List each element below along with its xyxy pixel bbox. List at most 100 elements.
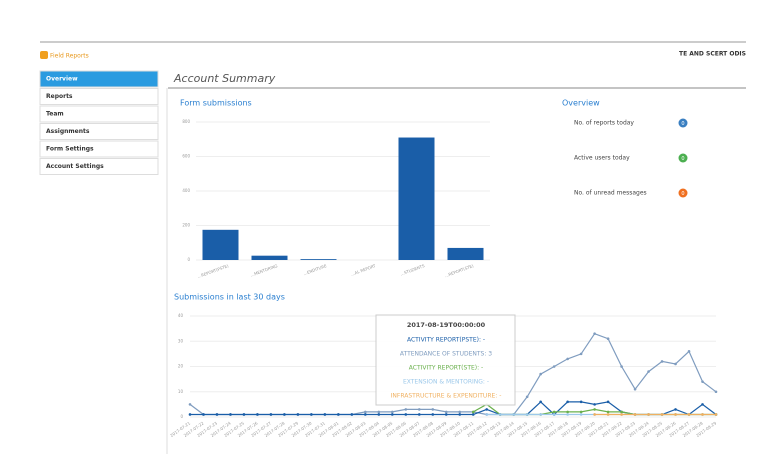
point (539, 400, 542, 404)
point (552, 413, 556, 416)
point (188, 413, 192, 416)
point (215, 413, 219, 416)
y-tick-label: 0 (187, 257, 190, 262)
point (417, 408, 421, 411)
bar (251, 255, 288, 260)
point (674, 413, 677, 416)
point (512, 413, 515, 416)
menu-label: Overview (46, 76, 78, 83)
x-tick-label: ...REPORT(STE) (444, 263, 475, 278)
point (566, 357, 569, 361)
point (525, 395, 529, 399)
y-tick-label: 10 (178, 389, 184, 394)
point (620, 365, 623, 368)
point (674, 362, 677, 366)
menu-label: Team (46, 111, 64, 118)
point (552, 365, 556, 368)
point (377, 413, 381, 416)
x-tick-label: ...STUDENTS (400, 263, 426, 277)
y-tick-label: 600 (182, 154, 190, 159)
x-tick-label: ...MENTORING (250, 263, 278, 277)
bar (300, 259, 337, 260)
point (539, 413, 542, 416)
point (674, 408, 677, 411)
point (431, 408, 435, 411)
point (579, 410, 583, 414)
tooltip-line: ACTIVITY REPORT(PSTE): - (407, 337, 485, 344)
point (647, 370, 650, 373)
tooltip-title: 2017-08-19T00:00:00 (407, 321, 486, 329)
x-tick-label: ...AL REPORT (350, 263, 377, 277)
menu-item[interactable] (39, 70, 159, 88)
menu-label: Assignments (46, 128, 90, 135)
menu-item[interactable] (39, 140, 159, 158)
point (701, 403, 704, 406)
point (485, 413, 489, 416)
point (404, 408, 408, 411)
point (188, 403, 192, 406)
point (296, 413, 300, 416)
bar (447, 247, 484, 260)
tooltip-line: INFRASTRUCTURE & EXPENDITURE: - (391, 393, 502, 400)
point (606, 400, 610, 404)
point (633, 413, 637, 416)
tooltip (375, 314, 516, 406)
point (579, 400, 583, 404)
point (458, 410, 462, 414)
tooltip-line: ACTIVITY REPORT(STE): - (409, 365, 483, 372)
point (566, 400, 569, 404)
badge (678, 118, 688, 128)
point (337, 413, 340, 416)
y-tick-label: 30 (178, 338, 184, 343)
point (323, 413, 327, 416)
point (687, 413, 691, 416)
point (687, 350, 691, 353)
logo: Field Reports (50, 53, 89, 60)
point (391, 413, 394, 416)
point (620, 413, 623, 416)
point (633, 387, 637, 391)
point (714, 413, 718, 416)
y-tick-label: 400 (182, 188, 190, 193)
point (364, 413, 367, 416)
x-tick-label: ...ENDITURE (303, 263, 328, 276)
point (701, 380, 704, 383)
point (350, 413, 354, 416)
point (444, 410, 448, 414)
menu-label: Account Settings (46, 163, 104, 170)
point (485, 408, 489, 411)
point (660, 413, 664, 416)
point (579, 352, 583, 356)
point (606, 410, 610, 414)
menu-item[interactable] (39, 88, 159, 105)
menu-item[interactable] (39, 123, 159, 140)
point (310, 413, 313, 416)
overview-label: Active users today (574, 155, 630, 162)
point (242, 413, 246, 416)
point (498, 413, 502, 416)
point (593, 413, 596, 416)
point (404, 413, 408, 416)
y-tick-label: 40 (178, 313, 184, 318)
x-tick-label: ...REPORT(PSTE) (197, 263, 230, 279)
point (377, 410, 381, 414)
point (471, 410, 475, 414)
point (593, 408, 596, 411)
menu-item[interactable] (39, 158, 159, 175)
chart-title: Form submissions (180, 99, 252, 108)
menu-item[interactable] (39, 105, 159, 123)
bar (202, 229, 239, 260)
point (458, 413, 462, 416)
point (431, 413, 435, 416)
badge (678, 188, 688, 198)
point (539, 372, 542, 376)
chart-title: Submissions in last 30 days (174, 293, 285, 302)
badge-value: 0 (681, 191, 684, 197)
menu-label: Reports (46, 93, 73, 100)
point (391, 410, 394, 414)
bar (398, 137, 435, 260)
logo-icon (40, 51, 48, 59)
point (593, 332, 596, 335)
point (552, 410, 556, 414)
